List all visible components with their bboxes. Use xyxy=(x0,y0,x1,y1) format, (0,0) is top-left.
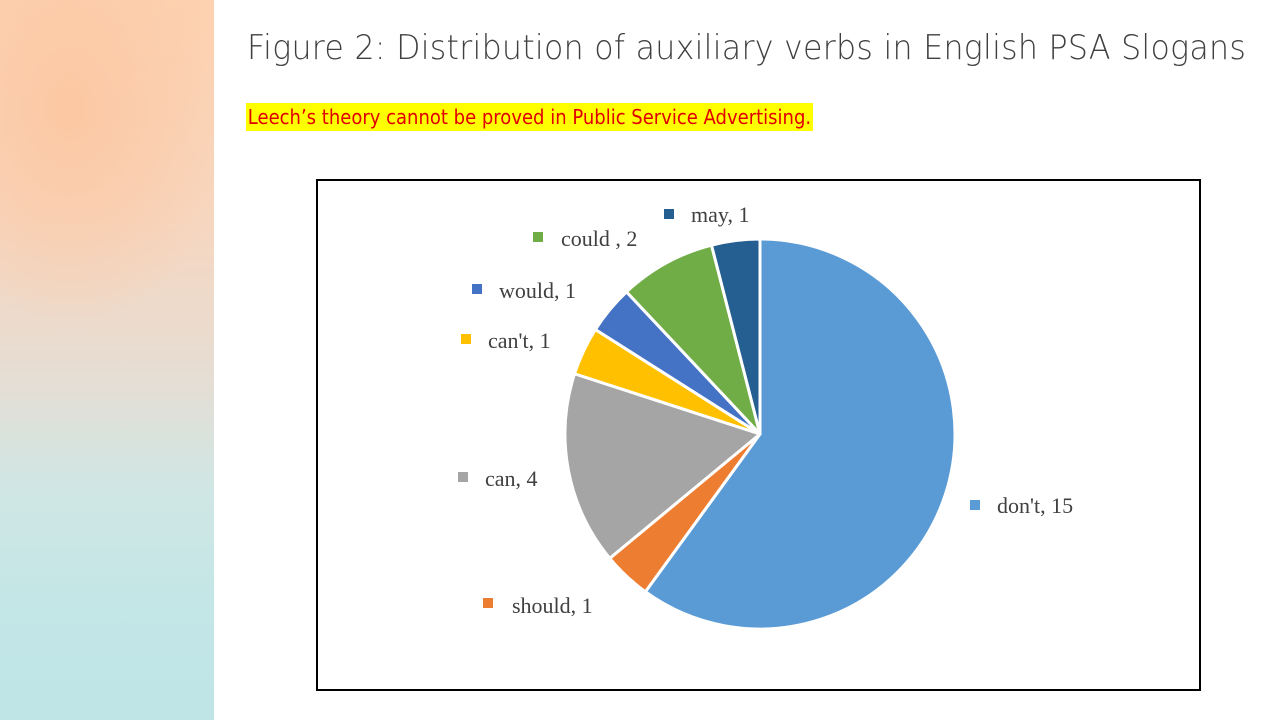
data-label: can, 4 xyxy=(485,466,538,491)
data-label: could , 2 xyxy=(561,226,637,251)
legend-marker xyxy=(533,232,543,242)
data-label: would, 1 xyxy=(499,278,576,303)
pie-slice xyxy=(710,237,762,436)
slide-title: Figure 2: Distribution of auxiliary verb… xyxy=(247,28,1247,68)
data-label: should, 1 xyxy=(512,593,593,618)
legend-marker xyxy=(664,209,674,219)
legend-marker xyxy=(472,284,482,294)
legend-marker xyxy=(483,598,493,608)
legend-marker xyxy=(970,500,980,510)
highlighted-subtitle: Leech’s theory cannot be proved in Publi… xyxy=(246,103,813,131)
chart-frame: don't, 15 should, 1 can, 4 can't, 1 would, 1… xyxy=(316,179,1201,691)
pie-slice xyxy=(563,372,762,560)
pie-slice xyxy=(625,243,762,436)
decorative-side-gradient xyxy=(0,0,214,720)
pie-slice xyxy=(643,237,957,631)
pie-chart: don't, 15 should, 1 can, 4 can't, 1 would, 1… xyxy=(458,202,1073,631)
data-label: can't, 1 xyxy=(488,328,551,353)
legend-marker xyxy=(458,472,468,482)
data-label: may, 1 xyxy=(691,202,749,227)
data-label: don't, 15 xyxy=(997,493,1073,518)
legend-marker xyxy=(461,334,471,344)
